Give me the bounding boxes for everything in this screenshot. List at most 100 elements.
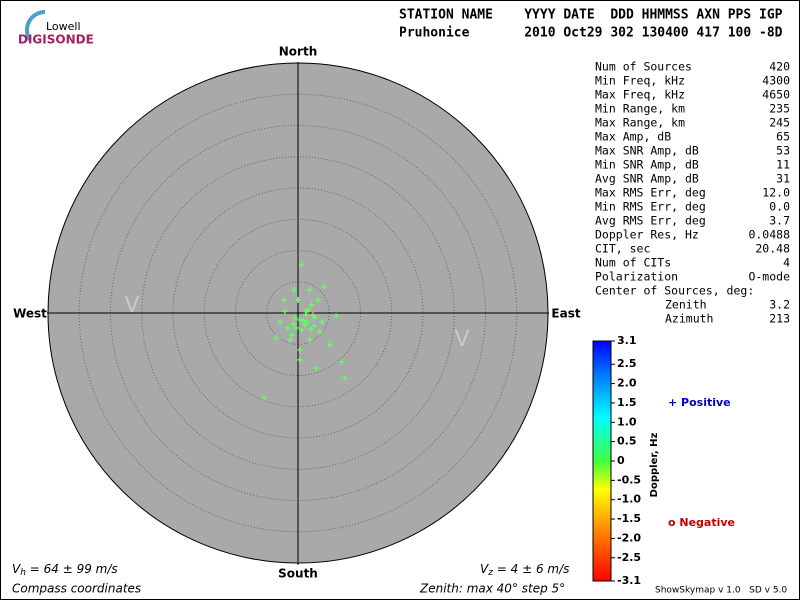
negative-legend: o Negative bbox=[668, 516, 735, 529]
version: ShowSkymap v 1.0 SD v 5.0 bbox=[655, 586, 787, 596]
positive-legend: + Positive bbox=[668, 396, 731, 409]
stat-label: Doppler Res, Hz bbox=[595, 228, 699, 242]
colorbar-label: Doppler, Hz bbox=[649, 433, 660, 498]
point bbox=[296, 346, 303, 353]
stat-label: Min SNR Amp, dB bbox=[595, 158, 699, 172]
center-value: 3.2 bbox=[769, 298, 790, 312]
center-label: Zenith bbox=[665, 298, 707, 312]
center-value: 213 bbox=[769, 312, 790, 326]
point bbox=[306, 336, 313, 343]
vh-symbol: V bbox=[12, 562, 21, 576]
stat-label: Min Range, km bbox=[595, 102, 685, 116]
colorbar-tick-label: -3.1 bbox=[617, 574, 641, 587]
point bbox=[285, 325, 291, 331]
point bbox=[321, 283, 328, 290]
colorbar-tick-label: 0.5 bbox=[617, 435, 637, 448]
colorbar-tick-label: -0.5 bbox=[617, 473, 641, 486]
colorbar-tick-label: 1.0 bbox=[617, 415, 637, 428]
stat-label: Min Freq, kHz bbox=[595, 74, 685, 88]
point bbox=[303, 311, 310, 318]
point bbox=[311, 323, 318, 330]
stat-value: 11 bbox=[776, 158, 790, 172]
stat-value: 0.0488 bbox=[748, 228, 790, 242]
stat-value: 53 bbox=[776, 144, 790, 158]
point bbox=[296, 356, 303, 363]
west-label: West bbox=[13, 307, 47, 321]
colorbar-tick-label: 3.1 bbox=[617, 334, 637, 347]
point bbox=[318, 318, 325, 325]
stat-value: 420 bbox=[769, 60, 790, 74]
stat-value: 12.0 bbox=[762, 186, 790, 200]
point bbox=[291, 315, 298, 321]
point bbox=[281, 308, 288, 315]
stat-label: CIT, sec bbox=[595, 242, 650, 256]
point bbox=[300, 317, 306, 324]
stat-value: 4300 bbox=[762, 74, 790, 88]
colorbar-tick-label: 2.5 bbox=[617, 357, 637, 370]
point bbox=[316, 328, 323, 335]
velocity-mark: V bbox=[124, 293, 139, 318]
stat-value: O-mode bbox=[748, 270, 790, 284]
point bbox=[308, 301, 315, 308]
vh: Vh = 64 ± 99 m/s bbox=[12, 562, 118, 578]
point bbox=[306, 286, 313, 293]
point bbox=[273, 335, 280, 341]
point bbox=[293, 325, 300, 331]
point bbox=[307, 326, 314, 333]
coordinates: Compass coordinates bbox=[12, 582, 141, 596]
south-label: South bbox=[278, 567, 318, 581]
point bbox=[338, 358, 345, 365]
center-label: Azimuth bbox=[665, 312, 713, 326]
header-columns: STATION NAME YYYY DATE DDD HHMMSS AXN PP… bbox=[399, 8, 783, 23]
plot: North South West East V V bbox=[13, 45, 581, 581]
stat-label: Num of Sources bbox=[595, 60, 692, 74]
logo-top: Lowell bbox=[46, 20, 81, 33]
vz: Vz = 4 ± 6 m/s bbox=[480, 562, 569, 578]
stat-value: 20.48 bbox=[755, 242, 790, 256]
vz-sub: z bbox=[487, 568, 493, 578]
stats: Num of Sources 420 Min Freq, kHz 4300 Max Fr… bbox=[595, 60, 790, 326]
zenith-info: Zenith: max 40° step 5° bbox=[419, 582, 565, 596]
point bbox=[276, 318, 283, 325]
stat-value: 4 bbox=[783, 256, 790, 270]
point bbox=[341, 375, 348, 381]
stat-label: Max Freq, kHz bbox=[595, 88, 685, 102]
point bbox=[333, 313, 340, 320]
stat-label: Min RMS Err, deg bbox=[595, 200, 706, 214]
east-label: East bbox=[551, 307, 580, 321]
stat-value: 31 bbox=[776, 172, 790, 186]
colorbar-ticks: 3.1 2.5 2.0 1.5 1.0 0.5 0 -0.5 -1.0 -1.5 -2.0 -2.5 -… bbox=[611, 334, 641, 587]
point bbox=[298, 261, 305, 268]
point bbox=[281, 296, 288, 303]
vh-text: = 64 ± 99 m/s bbox=[26, 562, 118, 576]
colorbar-tick-label: -1.5 bbox=[617, 512, 641, 525]
point bbox=[326, 341, 333, 348]
point bbox=[291, 286, 298, 293]
stat-label: Polarization bbox=[595, 270, 678, 284]
point bbox=[261, 395, 268, 401]
colorbar-tick-label: 0 bbox=[617, 454, 625, 467]
velocity-mark: V bbox=[454, 327, 469, 352]
stat-value: 65 bbox=[776, 130, 790, 144]
center-title: Center of Sources, deg: bbox=[595, 284, 754, 298]
header-values: Pruhonice 2010 Oct29 302 130400 417 100 … bbox=[399, 26, 783, 41]
point bbox=[302, 308, 309, 315]
stat-label: Max RMS Err, deg bbox=[595, 186, 706, 200]
logo-arc bbox=[24, 9, 46, 42]
stat-label: Max SNR Amp, dB bbox=[595, 144, 699, 158]
stat-label: Num of CITs bbox=[595, 256, 671, 270]
stat-value: 245 bbox=[769, 116, 790, 130]
point bbox=[304, 319, 311, 326]
colorbar-tick-label: -2.5 bbox=[617, 551, 641, 564]
point bbox=[288, 331, 295, 338]
stat-value: 3.7 bbox=[769, 214, 790, 228]
stat-value: 0.0 bbox=[769, 200, 790, 214]
point bbox=[315, 296, 321, 303]
point bbox=[295, 296, 301, 303]
colorbar-tick-label: -1.0 bbox=[617, 493, 641, 506]
stat-label: Max Range, km bbox=[595, 116, 685, 130]
stat-label: Avg SNR Amp, dB bbox=[595, 172, 699, 186]
colorbar-tick-label: 2.0 bbox=[617, 377, 637, 390]
point bbox=[310, 312, 316, 319]
vz-text: = 4 ± 6 m/s bbox=[493, 562, 569, 576]
